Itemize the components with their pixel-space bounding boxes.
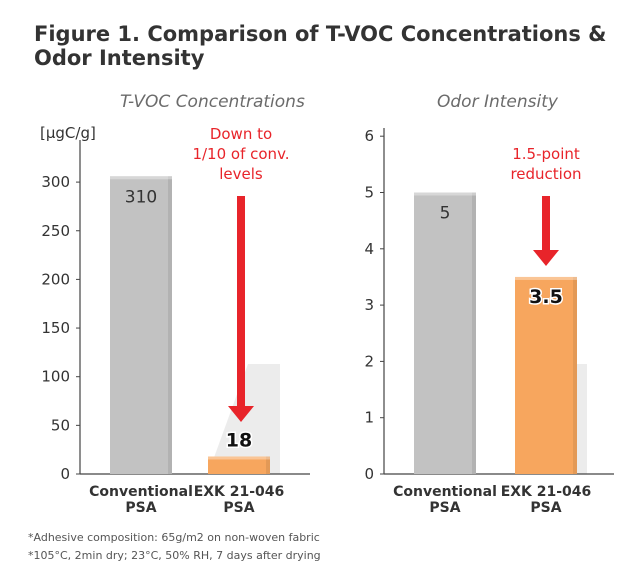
chart-2-tick-label: 6 [364,127,374,145]
chart-1-tick-label: 200 [41,270,70,288]
chart-2-bar-1 [414,192,476,474]
chart-2-category-label: PSA [530,500,561,516]
chart-2-bar-2 [515,276,577,474]
chart-2-bar-1-edge [472,192,476,474]
chart-1-y-axis-label: [μgC/g] [40,124,96,142]
chart-2-tick-label: 1 [364,409,374,427]
chart-1-annotation-line: Down to [210,125,272,143]
chart-2-arrow-head [533,250,559,266]
chart-2-annotation-line: 1.5-point [512,145,580,163]
chart-1-value-label-1: 310 [125,187,157,207]
chart-1-category-label: PSA [125,500,156,516]
chart-1-tick-label: 300 [41,173,70,191]
chart-1-arrow-shaft [237,196,245,408]
chart-2-bar-2-highlight [515,276,577,280]
chart-2-category-label: EXK 21-046 [501,484,592,500]
chart-1-title: T-VOC Concentrations [120,92,305,112]
chart-1-category-label: Conventional [89,484,193,500]
figure-title: Figure 1. Comparison of T-VOC Concentrat… [34,22,607,70]
chart-1-tick-label: 50 [51,416,70,434]
chart-2-value-label-1: 5 [440,204,451,224]
chart-2-tick-label: 5 [364,184,374,202]
chart-2-tick-label: 0 [364,465,374,483]
chart-2-category-label: PSA [429,500,460,516]
chart-2-tick-label: 3 [364,296,374,314]
chart-2-annotation-line: reduction [510,165,581,183]
chart-1-shadow [208,364,280,474]
chart-1-category-label: PSA [223,500,254,516]
footnote-2: *105°C, 2min dry; 23°C, 50% RH, 7 days a… [28,549,321,562]
chart-2-bar-1-highlight [414,192,476,196]
chart-1-value-label-2: 18 [226,429,252,451]
chart-2-arrow-shaft [542,196,550,252]
chart-1-bar-2-highlight [208,456,270,460]
chart-2-title: Odor Intensity [437,92,558,112]
chart-1-category-label: EXK 21-046 [194,484,285,500]
chart-1-bar-1-edge [168,176,172,474]
chart-1-bar-2 [208,456,270,474]
chart-2-tick-label: 4 [364,240,374,258]
chart-1-annotation-line: 1/10 of conv. [192,145,289,163]
chart-1-tick-label: 250 [41,222,70,240]
chart-1-annotation-line: levels [219,165,263,183]
footnote-1: *Adhesive composition: 65g/m2 on non-wov… [28,531,320,544]
chart-1-bar-1-highlight [110,176,172,180]
chart-1-tick-label: 100 [41,368,70,386]
chart-1-bar-1 [110,176,172,474]
chart-1-tick-label: 0 [60,465,70,483]
chart-2-bar-2-edge [573,276,577,474]
chart-2-category-label: Conventional [393,484,497,500]
chart-2-tick-label: 2 [364,352,374,370]
chart-2-value-label-2: 3.5 [529,286,563,308]
chart-1-bar-2-edge [266,456,270,474]
chart-1-arrow-head [228,406,254,422]
chart-1-tick-label: 150 [41,319,70,337]
